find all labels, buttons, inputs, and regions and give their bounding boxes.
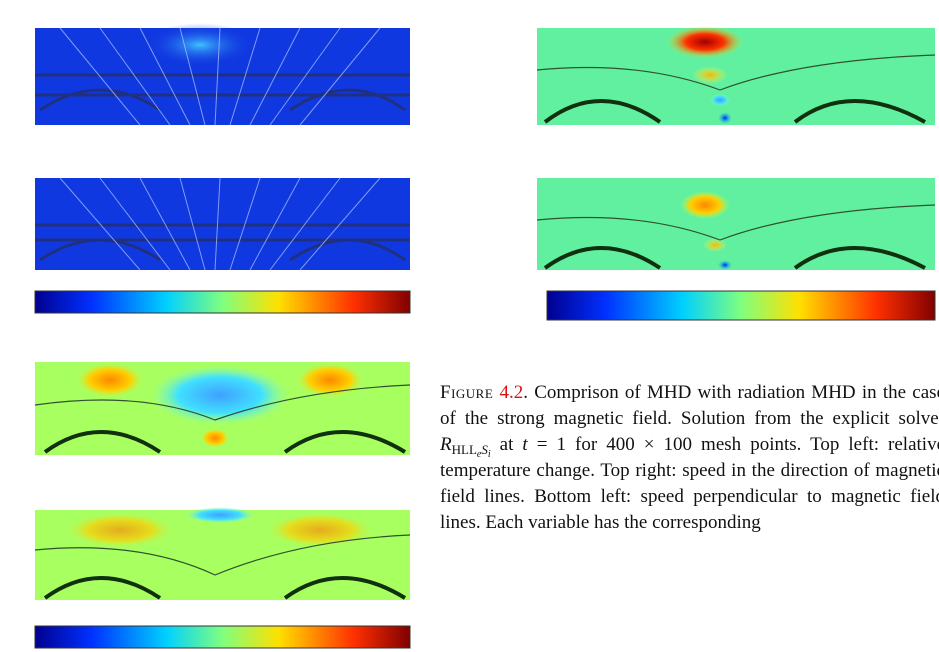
- figure-panels: [0, 0, 939, 652]
- caption-label: Figure: [440, 382, 493, 403]
- plot-perpendicular-speed-rmhd: [35, 507, 410, 600]
- math: HLL: [452, 442, 477, 457]
- plot-temperature-rmhd: [35, 178, 410, 270]
- caption-text: at: [491, 434, 523, 455]
- plot-parallel-speed-mhd: [537, 26, 935, 125]
- colorbar: [35, 291, 410, 313]
- plot-perpendicular-speed-mhd: [35, 362, 410, 455]
- page: Figure 4.2. Comprison of MHD with radiat…: [0, 0, 939, 652]
- figure-caption: Figure 4.2. Comprison of MHD with radiat…: [440, 380, 939, 536]
- colorbar: [547, 291, 935, 320]
- plot-temperature-mhd: [35, 23, 410, 125]
- math-sub: HLLeSi: [452, 442, 491, 457]
- colorbar: [35, 626, 410, 648]
- figure-number[interactable]: 4.2: [500, 382, 524, 403]
- plot-parallel-speed-rmhd: [537, 178, 935, 270]
- math: R: [440, 434, 452, 455]
